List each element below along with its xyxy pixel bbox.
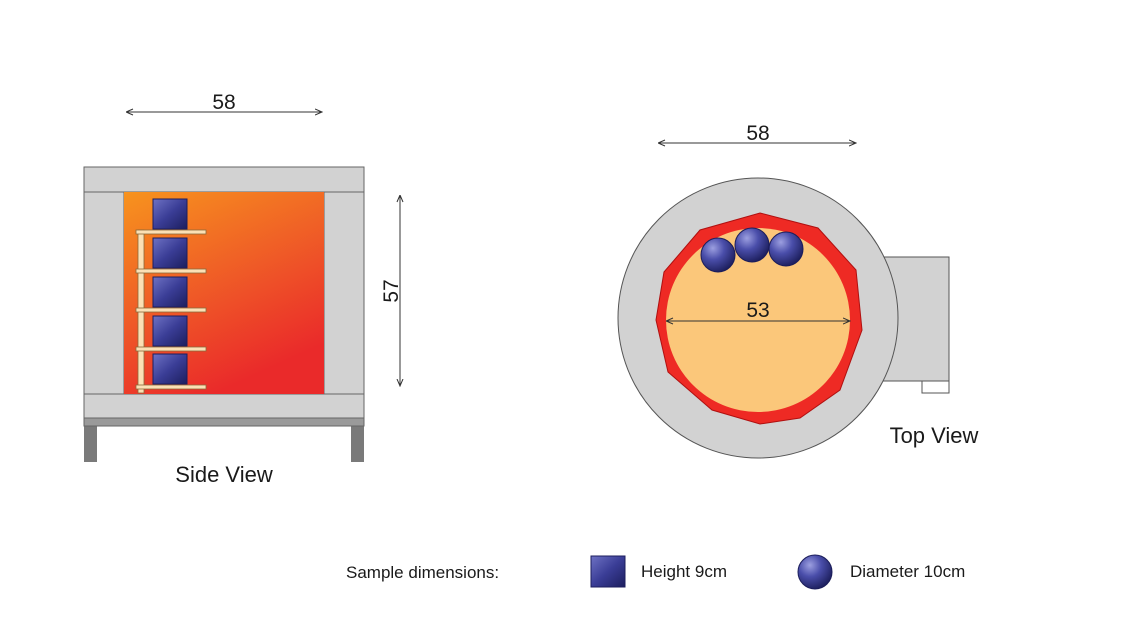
cube-sample: [152, 315, 188, 347]
legend-cube-icon: [590, 555, 626, 588]
furnace-right-wall: [323, 191, 365, 395]
furnace-leg-left: [84, 422, 97, 462]
top-view: 58 53 Top View: [617, 122, 979, 459]
cube-sample: [152, 353, 188, 385]
legend-sphere-icon: [797, 554, 833, 590]
furnace-bottom-wall: [83, 393, 365, 419]
furnace-stand: [83, 417, 365, 427]
rack-shelf: [135, 268, 207, 274]
side-height-label: 57: [380, 279, 403, 302]
furnace-left-wall: [83, 191, 125, 395]
cube-sample: [152, 276, 188, 308]
furnace-leg-right: [351, 422, 364, 462]
sphere-sample: [734, 227, 770, 263]
rack-shelf: [135, 307, 207, 313]
rack-shelf: [135, 384, 207, 390]
rack-shelf: [135, 229, 207, 235]
top-width-label: 58: [746, 122, 769, 145]
cube-sample: [152, 198, 188, 230]
legend-sphere-label: Diameter 10cm: [850, 562, 965, 581]
furnace-top-wall: [83, 166, 365, 193]
control-box-foot: [921, 380, 950, 394]
top-view-caption: Top View: [890, 423, 979, 448]
side-width-label: 58: [212, 91, 235, 114]
side-view: 58 57 Side View: [83, 91, 403, 487]
legend-cube-label: Height 9cm: [641, 562, 727, 581]
cube-sample: [152, 237, 188, 269]
inner-diameter-label: 53: [746, 299, 769, 322]
sphere-sample: [768, 231, 804, 267]
sphere-sample: [700, 237, 736, 273]
rack-shelf: [135, 346, 207, 352]
legend-title: Sample dimensions:: [346, 563, 499, 582]
side-view-caption: Side View: [175, 462, 273, 487]
legend: Sample dimensions: Height 9cm Diameter 1…: [346, 554, 965, 590]
